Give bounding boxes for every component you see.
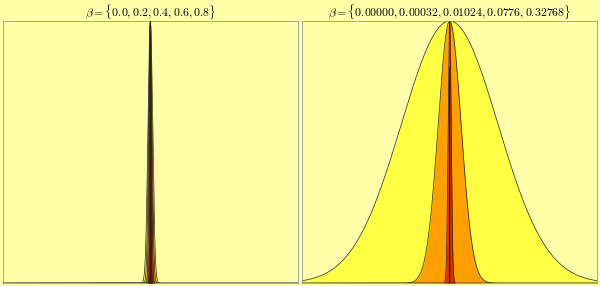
Title: $\beta = \{0.00000, 0.00032, 0.01024, 0.0776, 0.32768\}$: $\beta = \{0.00000, 0.00032, 0.01024, 0.… xyxy=(328,3,571,21)
Title: $\beta = \{0.0, 0.2, 0.4, 0.6, 0.8\}$: $\beta = \{0.0, 0.2, 0.4, 0.6, 0.8\}$ xyxy=(85,3,216,21)
